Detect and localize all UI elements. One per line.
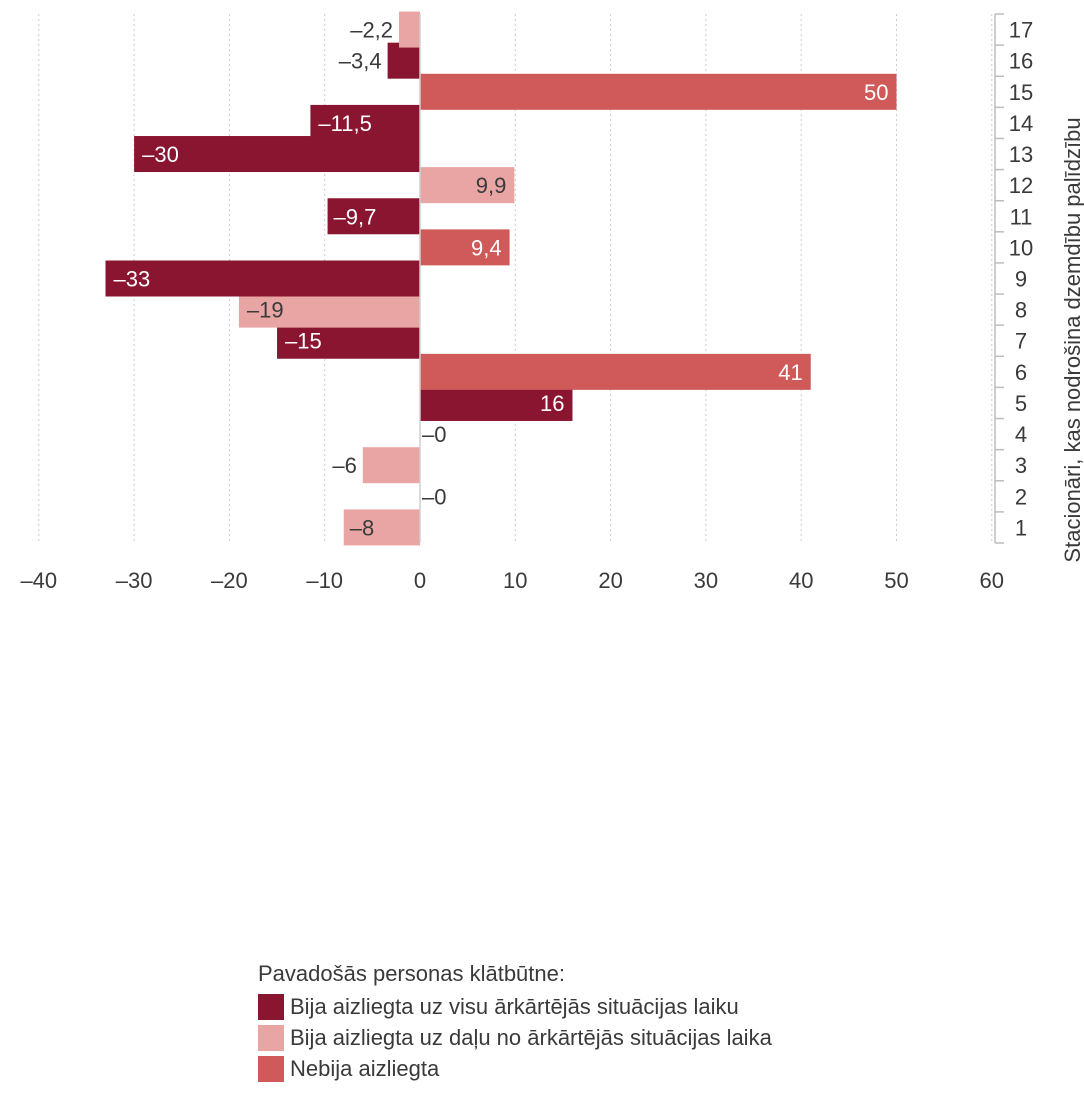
- legend-label: Bija aizliegta uz daļu no ārkārtējās sit…: [290, 1025, 772, 1050]
- x-tick-label: 40: [789, 568, 813, 593]
- category-label: 12: [1009, 173, 1033, 198]
- bar: [238, 291, 420, 328]
- bar: [277, 322, 420, 359]
- bar: [387, 42, 420, 79]
- category-label: 5: [1015, 391, 1027, 416]
- legend-swatch: [258, 1055, 284, 1082]
- data-label: 41: [778, 360, 802, 385]
- bar: [420, 353, 811, 390]
- category-label: 14: [1009, 111, 1033, 136]
- data-label: –0: [422, 422, 446, 447]
- data-label: –6: [332, 453, 356, 478]
- category-label: 6: [1015, 360, 1027, 385]
- bar: [362, 447, 420, 484]
- bar: [134, 136, 420, 173]
- category-label: 11: [1010, 204, 1033, 229]
- legend-item-partial-ban: Bija aizliegta uz daļu no ārkārtējās sit…: [258, 1022, 772, 1053]
- legend-label: Nebija aizliegta: [290, 1056, 440, 1081]
- data-label: –15: [285, 329, 322, 354]
- bar: [105, 260, 420, 297]
- y-axis-title: Stacionāri, kas nodrošina dzemdību palīd…: [1060, 117, 1084, 562]
- data-label: –11,5: [318, 111, 371, 136]
- category-label: 7: [1015, 329, 1027, 354]
- x-tick-label: 50: [884, 568, 908, 593]
- legend-swatch: [258, 1024, 284, 1051]
- x-tick-label: –20: [211, 568, 248, 593]
- data-label: –3,4: [339, 49, 382, 74]
- x-tick-label: 10: [503, 568, 527, 593]
- legend-title: Pavadošās personas klātbūtne:: [258, 961, 565, 986]
- legend-swatch: [258, 993, 284, 1020]
- bar: [420, 229, 510, 266]
- gridlines: [38, 14, 993, 543]
- data-label: 9,9: [476, 173, 507, 198]
- category-label: 16: [1009, 49, 1033, 74]
- x-tick-label: 30: [694, 568, 718, 593]
- x-tick-label: 0: [414, 568, 426, 593]
- x-tick-label: 60: [980, 568, 1004, 593]
- x-tick-label: –30: [116, 568, 153, 593]
- bar: [420, 384, 573, 421]
- data-label: 16: [540, 391, 564, 416]
- data-label: –0: [422, 484, 446, 509]
- category-label: 1: [1015, 515, 1027, 540]
- legend-label: Bija aizliegta uz visu ārkārtējās situāc…: [290, 994, 739, 1019]
- data-label: –19: [247, 298, 284, 323]
- category-label: 13: [1009, 142, 1033, 167]
- bar-chart: –8–0–6–01641–15–19–339,4–9,79,9–30–11,55…: [20, 11, 1084, 593]
- bars: –8 –0 –6 –0 16 41 –15–19 –33 9,4 –9,7 9,9 –30 –11,5 5…: [105, 11, 897, 546]
- category-label: 17: [1009, 18, 1033, 43]
- data-label: 9,4: [471, 235, 502, 260]
- data-label: 50: [864, 80, 888, 105]
- bar: [420, 73, 897, 110]
- bar: [343, 509, 420, 546]
- bar: [399, 11, 420, 48]
- legend-item-not-banned: Nebija aizliegta: [258, 1053, 772, 1084]
- data-label: –9,7: [334, 204, 377, 229]
- category-label: 4: [1015, 422, 1027, 447]
- x-tick-label: 20: [598, 568, 622, 593]
- category-label: 8: [1015, 298, 1027, 323]
- category-label: 10: [1009, 235, 1033, 260]
- legend-item-full-ban: Bija aizliegta uz visu ārkārtējās situāc…: [258, 991, 772, 1022]
- category-label: 3: [1015, 453, 1027, 478]
- data-label: –33: [114, 267, 151, 292]
- bar: [327, 198, 420, 235]
- data-label: –30: [142, 142, 179, 167]
- category-label: 2: [1015, 484, 1027, 509]
- data-label: –2,2: [350, 18, 393, 43]
- category-label: 15: [1009, 80, 1033, 105]
- x-tick-label: –10: [306, 568, 343, 593]
- data-label: –8: [350, 515, 374, 540]
- bar: [420, 167, 515, 204]
- bar: [310, 104, 420, 141]
- x-axis-ticks: –40 –30 –20 –10 0 10 20 30 40 50 60: [20, 568, 1004, 593]
- legend: Pavadošās personas klātbūtne: Bija aizli…: [258, 958, 772, 1084]
- category-label: 9: [1015, 267, 1027, 292]
- x-tick-label: –40: [20, 568, 57, 593]
